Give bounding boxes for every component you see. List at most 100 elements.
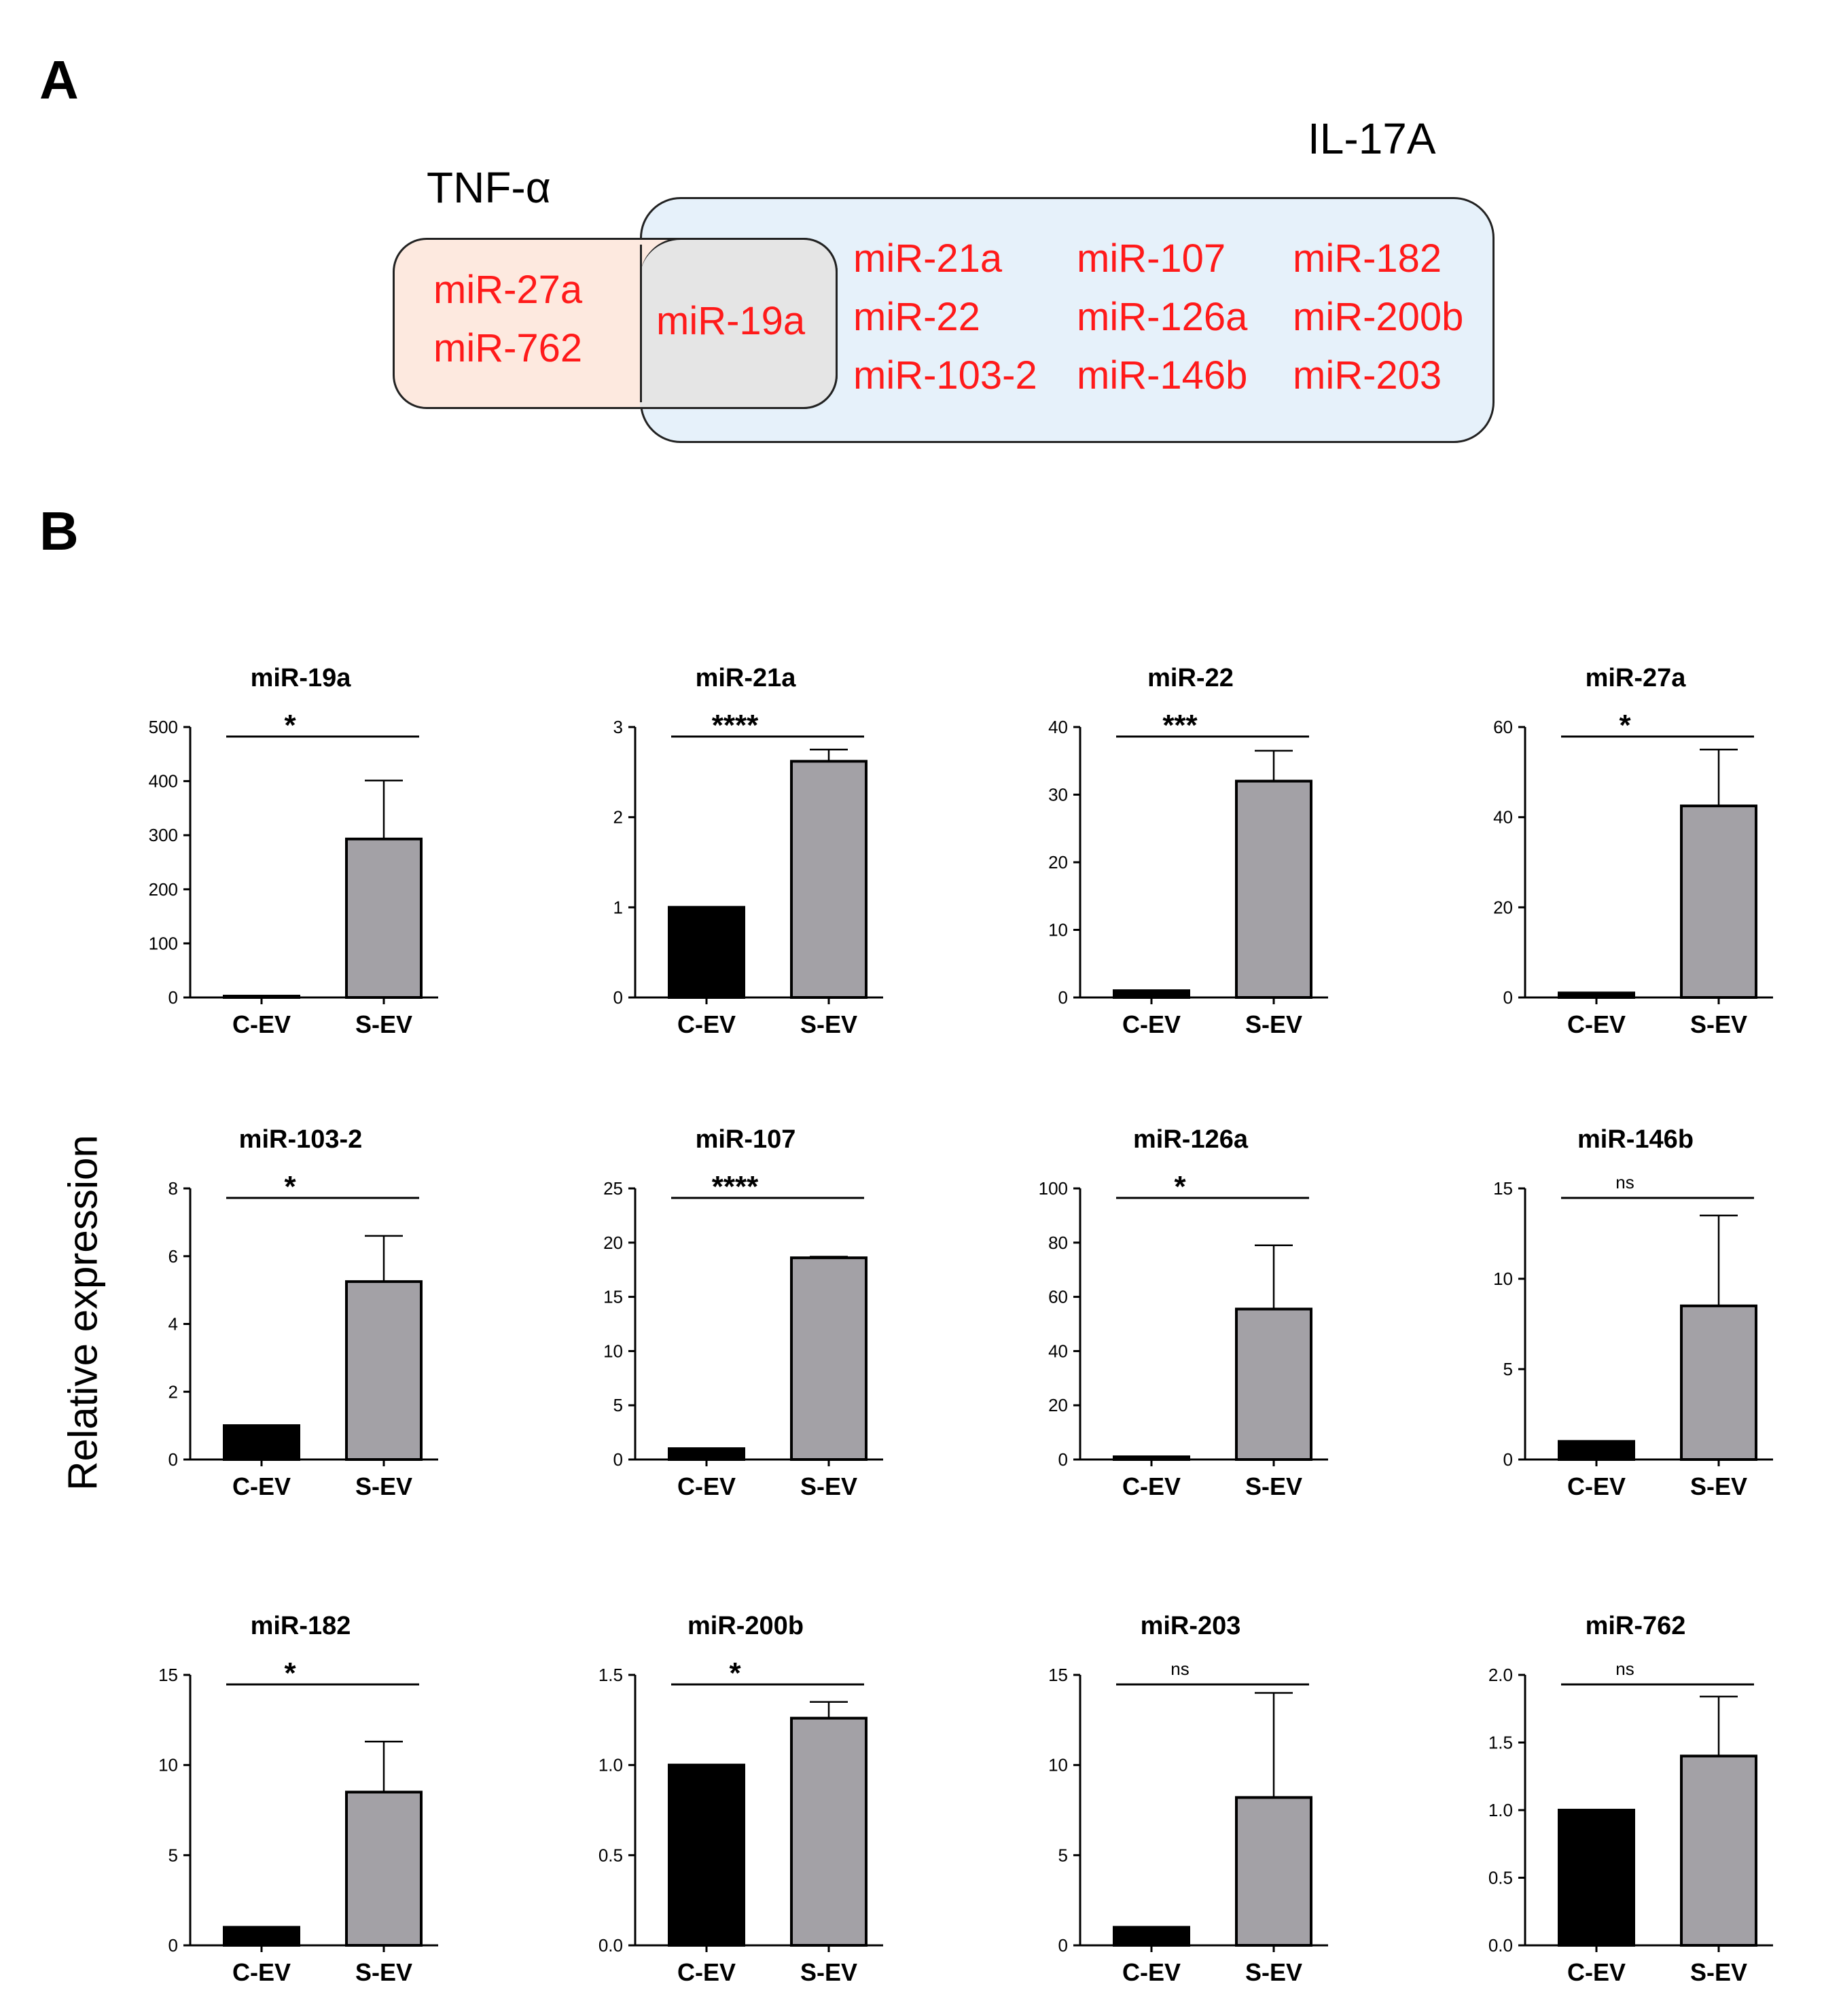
significance-label: *	[284, 1170, 296, 1203]
y-tick-label: 0.5	[1488, 1868, 1513, 1888]
venn-mirna: miR-19a	[656, 299, 806, 343]
y-tick-label: 0.0	[598, 1935, 623, 1956]
y-tick-label: 400	[149, 771, 178, 792]
chart-mir-200b: miR-200b 0.0 0.5 1.0 1.5 C-EV S-EV *	[598, 1612, 883, 1986]
y-tick-label: 10	[1048, 920, 1068, 940]
bar-s-ev	[1680, 1754, 1757, 1947]
bar-c-ev	[1558, 1809, 1635, 1947]
chart-mir-182: miR-182 0 5 10 15 C-EV S-EV *	[158, 1612, 438, 1986]
y-tick-label: 15	[158, 1665, 178, 1685]
venn-mirna: miR-107	[1077, 236, 1226, 281]
chart-mir-27a: miR-27a 0 20 40 60 C-EV S-EV *	[1493, 664, 1773, 1038]
chart-mir-22: miR-22 0 10 20 30 40 C-EV S-EV ***	[1048, 664, 1328, 1038]
y-tick-label: 0	[168, 1935, 178, 1956]
y-tick-label: 300	[149, 825, 178, 845]
chart-mir-203: miR-203 0 5 10 15 C-EV S-EV ns	[1048, 1612, 1328, 1986]
y-tick-label: 15	[1493, 1178, 1513, 1199]
significance-label: ns	[1615, 1659, 1634, 1679]
venn-mirna: miR-27a	[433, 268, 583, 312]
y-tick-label: 2.0	[1488, 1665, 1513, 1685]
bar-s-ev	[1680, 804, 1757, 1000]
y-tick-label: 2	[168, 1381, 178, 1402]
chart-title: miR-203	[1141, 1612, 1241, 1640]
significance-label: ns	[1615, 1172, 1634, 1192]
bar-c-ev	[1558, 1440, 1635, 1461]
y-tick-label: 8	[168, 1178, 178, 1199]
y-tick-label: 60	[1493, 717, 1513, 737]
bar-s-ev	[1680, 1304, 1757, 1462]
x-tick-label: C-EV	[1567, 1472, 1626, 1500]
bar-s-ev	[1235, 779, 1312, 999]
y-tick-label: 0	[1503, 987, 1513, 1008]
venn-mirna: miR-21a	[853, 236, 1003, 281]
y-tick-label: 100	[1039, 1178, 1068, 1199]
x-tick-label: S-EV	[355, 1010, 412, 1038]
y-tick-label: 40	[1493, 807, 1513, 828]
x-tick-label: S-EV	[1690, 1010, 1747, 1038]
y-tick-label: 0	[613, 1449, 623, 1470]
significance-label: ****	[712, 709, 759, 742]
y-tick-label: 5	[1503, 1359, 1513, 1379]
venn-mirna: miR-22	[853, 295, 980, 339]
x-tick-label: C-EV	[677, 1958, 736, 1986]
x-tick-label: C-EV	[1567, 1010, 1626, 1038]
venn-mirna: miR-103-2	[853, 353, 1037, 397]
y-tick-label: 0	[1503, 1449, 1513, 1470]
bar-c-ev	[1113, 1455, 1190, 1462]
significance-label: *	[284, 709, 296, 742]
chart-title: miR-200b	[687, 1612, 804, 1640]
x-tick-label: S-EV	[1690, 1958, 1747, 1986]
x-tick-label: C-EV	[1122, 1010, 1181, 1038]
bar-c-ev	[223, 1926, 300, 1947]
y-tick-label: 5	[168, 1845, 178, 1865]
venn-overlap-left-edge	[640, 245, 642, 402]
chart-mir-19a: miR-19a 0 100 200 300 400 500 C-EV S-EV *	[149, 664, 438, 1038]
x-tick-label: S-EV	[1245, 1472, 1302, 1500]
venn-mirna: miR-126a	[1077, 295, 1248, 339]
x-tick-label: C-EV	[1122, 1472, 1181, 1500]
y-tick-label: 3	[613, 717, 623, 737]
y-tick-label: 100	[149, 933, 178, 953]
bar-s-ev	[790, 1256, 868, 1462]
y-tick-label: 30	[1048, 785, 1068, 805]
y-tick-label: 10	[1048, 1755, 1068, 1775]
y-tick-label: 0	[1058, 1935, 1068, 1956]
bar-c-ev	[1113, 989, 1190, 1000]
bar-c-ev	[668, 906, 745, 1000]
y-tick-label: 4	[168, 1314, 178, 1334]
panel-label-b: B	[39, 501, 79, 561]
chart-title: miR-21a	[696, 664, 797, 692]
x-tick-label: C-EV	[232, 1958, 291, 1986]
bar-c-ev	[1558, 991, 1635, 1000]
venn-mirna: miR-146b	[1077, 353, 1248, 397]
panel-label-a: A	[39, 50, 79, 110]
bar-s-ev	[345, 1280, 423, 1461]
venn-mirna: miR-200b	[1293, 295, 1464, 339]
bar-c-ev	[223, 995, 300, 999]
x-tick-label: C-EV	[677, 1472, 736, 1500]
chart-title: miR-19a	[251, 664, 352, 692]
bar-c-ev	[668, 1447, 745, 1462]
x-tick-label: S-EV	[800, 1472, 857, 1500]
y-tick-label: 40	[1048, 1341, 1068, 1361]
y-tick-label: 0	[168, 1449, 178, 1470]
chart-mir-103-2: miR-103-2 0 2 4 6 8 C-EV S-EV *	[168, 1125, 438, 1500]
x-tick-label: S-EV	[1245, 1010, 1302, 1038]
chart-title: miR-107	[696, 1125, 796, 1154]
y-tick-label: 20	[1048, 1395, 1068, 1415]
x-tick-label: C-EV	[232, 1472, 291, 1500]
chart-mir-762: miR-762 0.0 0.5 1.0 1.5 2.0 C-EV S-EV ns	[1488, 1612, 1773, 1986]
chart-mir-146b: miR-146b 0 5 10 15 C-EV S-EV ns	[1493, 1125, 1773, 1500]
chart-title: miR-22	[1147, 664, 1234, 692]
y-tick-label: 10	[603, 1341, 623, 1361]
y-tick-label: 0	[168, 987, 178, 1008]
y-tick-label: 1	[613, 897, 623, 917]
chart-mir-21a: miR-21a 0 1 2 3 C-EV S-EV ****	[613, 664, 883, 1038]
bar-s-ev	[345, 1790, 423, 1947]
chart-title: miR-182	[251, 1612, 351, 1640]
y-tick-label: 2	[613, 807, 623, 828]
venn-mirna: miR-182	[1293, 236, 1442, 281]
y-tick-label: 5	[613, 1395, 623, 1415]
y-tick-label: 1.5	[598, 1665, 623, 1685]
y-tick-label: 5	[1058, 1845, 1068, 1865]
